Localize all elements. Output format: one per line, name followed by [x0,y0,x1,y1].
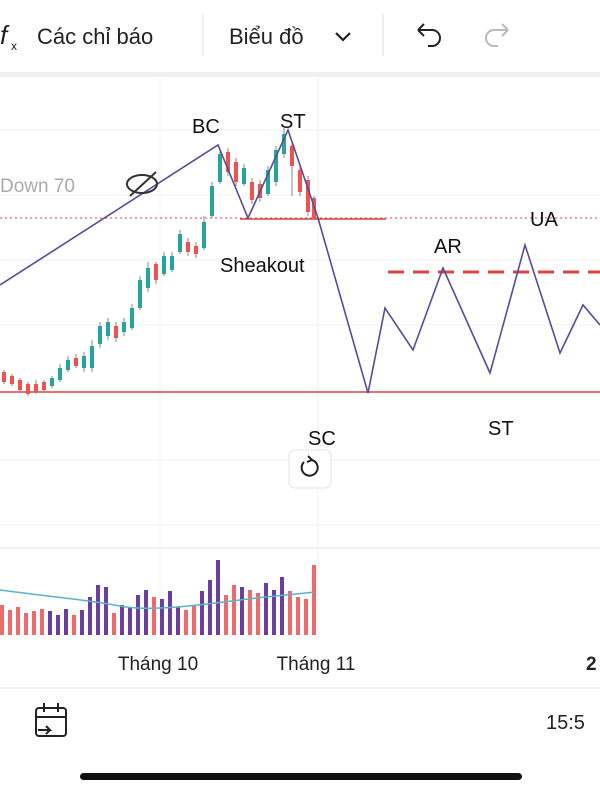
x-label: 2 [586,654,597,675]
annotation: ST [280,111,306,133]
fx-icon-sub: x [11,39,17,53]
hide-icon[interactable] [126,171,158,197]
annotation: SC [308,428,336,450]
undo-button[interactable] [417,23,441,47]
annotation: AR [434,236,462,258]
x-label: Tháng 11 [277,654,356,675]
fx-icon[interactable]: f [0,20,10,50]
wyckoff-path [0,127,600,394]
x-label: Tháng 10 [118,654,198,675]
chart-type-button[interactable]: Biểu đồ [229,24,304,49]
annotation: ST [488,418,514,440]
home-indicator [80,773,522,780]
time-label: 15:5 [546,712,585,734]
annotation: BC [192,116,220,138]
chevron [335,32,351,42]
indicators-button[interactable]: Các chỉ báo [37,24,153,49]
volume-bars [0,560,316,635]
indicator-label[interactable]: Down 70 [0,176,75,197]
reset-button[interactable] [288,449,332,489]
redo-button[interactable] [485,23,509,47]
annotation: Sheakout [220,255,305,277]
toolbar-border [0,72,600,77]
date-range-button[interactable] [35,703,67,737]
annotation: UA [530,209,558,231]
candles [2,128,316,396]
volume-ma [0,589,315,610]
